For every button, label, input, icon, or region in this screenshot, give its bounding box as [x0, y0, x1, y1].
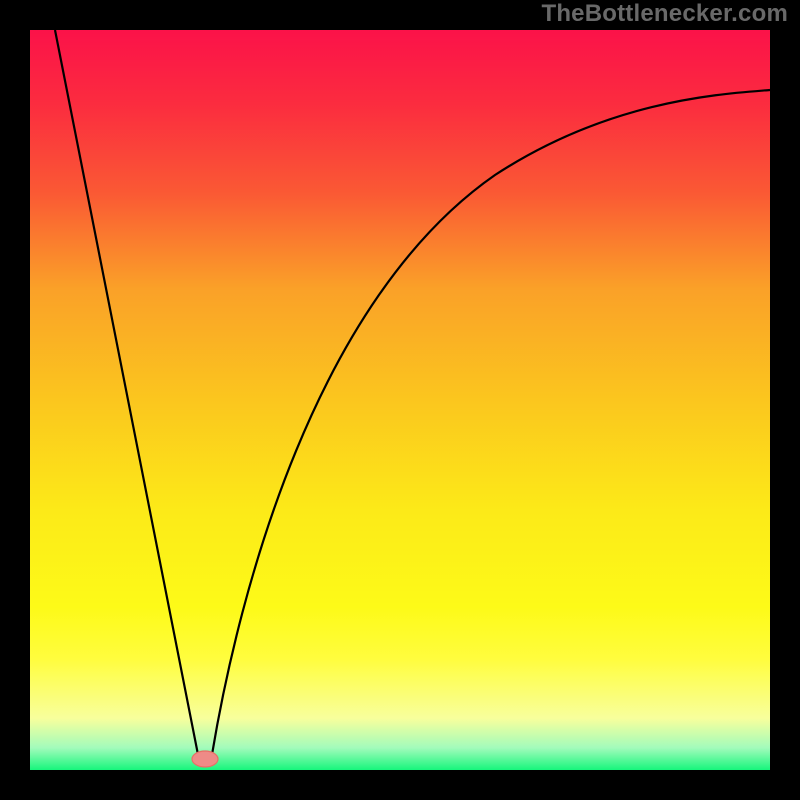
watermark-text: TheBottlenecker.com — [541, 0, 788, 28]
bottleneck-chart — [0, 0, 800, 800]
plot-background — [30, 30, 770, 770]
chart-container: TheBottlenecker.com — [0, 0, 800, 800]
optimal-marker — [192, 751, 218, 767]
